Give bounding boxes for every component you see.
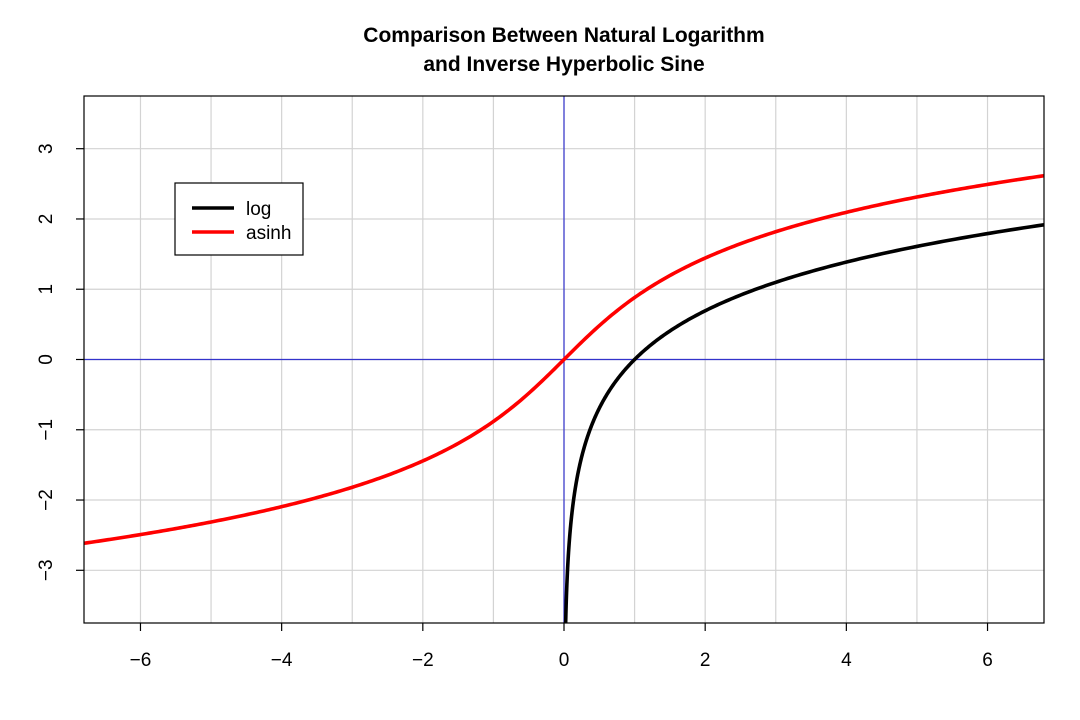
legend: log asinh <box>174 182 304 256</box>
y-axis: −3 −2 −1 0 1 2 3 <box>36 143 84 581</box>
y-tick-label: 1 <box>36 284 57 295</box>
chart-title: Comparison Between Natural Logarithm <box>363 24 764 47</box>
x-tick-label: −4 <box>271 650 293 671</box>
x-tick-label: 0 <box>559 650 570 671</box>
x-tick-label: 2 <box>700 650 711 671</box>
x-tick-label: 6 <box>982 650 993 671</box>
series-line-asinh <box>84 173 1044 546</box>
chart-subtitle: and Inverse Hyperbolic Sine <box>423 53 704 76</box>
legend-box <box>174 182 304 256</box>
y-tick-label: 0 <box>36 354 57 365</box>
y-tick-label: −2 <box>36 489 57 511</box>
x-tick-label: −6 <box>130 650 152 671</box>
x-axis: −6 −4 −2 0 2 4 6 <box>130 623 993 671</box>
y-tick-label: −3 <box>36 559 57 581</box>
series-line-log <box>563 223 1044 623</box>
y-tick-label: −1 <box>36 419 57 441</box>
legend-label-asinh: asinh <box>246 223 291 244</box>
y-tick-label: 3 <box>36 143 57 154</box>
x-tick-label: 4 <box>841 650 852 671</box>
legend-label-log: log <box>246 199 271 220</box>
x-tick-label: −2 <box>412 650 434 671</box>
series-lines <box>84 173 1044 623</box>
y-tick-label: 2 <box>36 214 57 225</box>
